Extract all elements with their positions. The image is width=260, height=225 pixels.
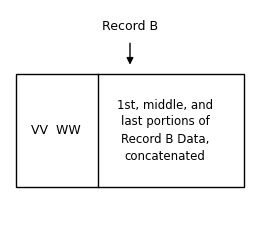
Bar xyxy=(16,74,244,187)
Text: VV  WW: VV WW xyxy=(31,124,81,137)
Text: 1st, middle, and
last portions of
Record B Data,
concatenated: 1st, middle, and last portions of Record… xyxy=(117,99,213,162)
Text: Record B: Record B xyxy=(102,20,158,34)
